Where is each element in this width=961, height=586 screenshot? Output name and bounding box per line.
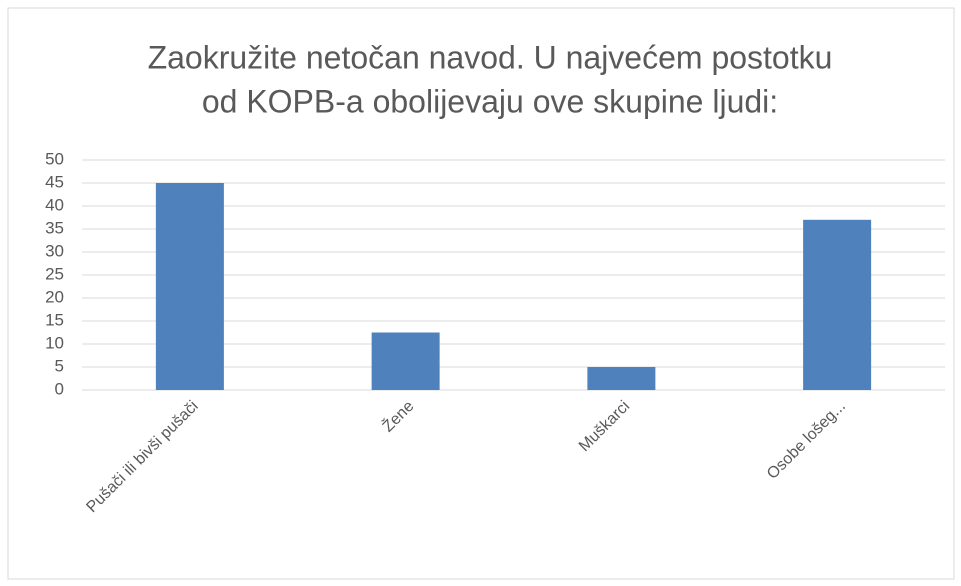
y-tick-label: 30 (45, 241, 64, 260)
y-tick-label: 15 (45, 310, 64, 329)
y-tick-label: 35 (45, 218, 64, 237)
y-tick-label: 10 (45, 333, 64, 352)
y-tick-label: 0 (55, 379, 64, 398)
bar (155, 183, 224, 390)
y-tick-label: 45 (45, 172, 64, 191)
chart-title: Zaokružite netočan navod. U najvećem pos… (148, 39, 833, 75)
y-tick-label: 50 (45, 149, 64, 168)
y-tick-label: 40 (45, 195, 64, 214)
y-tick-label: 5 (55, 356, 64, 375)
bar (587, 367, 656, 390)
y-tick-label: 20 (45, 287, 64, 306)
bar (371, 332, 440, 390)
bar (803, 219, 872, 390)
chart-title: od KOPB-a obolijevaju ove skupine ljudi: (202, 83, 778, 119)
y-tick-label: 25 (45, 264, 64, 283)
